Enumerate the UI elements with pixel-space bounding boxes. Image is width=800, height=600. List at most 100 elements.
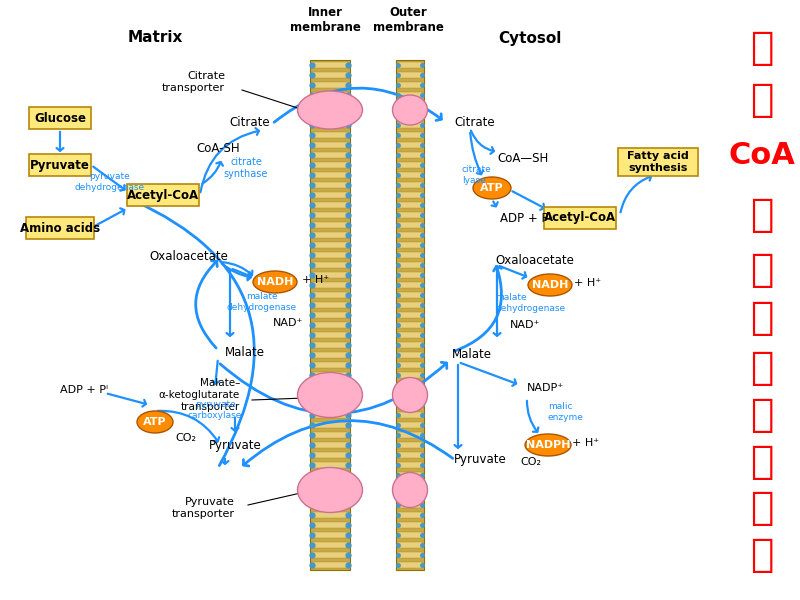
FancyBboxPatch shape	[310, 60, 350, 570]
FancyBboxPatch shape	[398, 82, 422, 88]
Text: NADH: NADH	[532, 280, 568, 290]
FancyBboxPatch shape	[398, 442, 422, 448]
FancyBboxPatch shape	[398, 192, 422, 198]
FancyBboxPatch shape	[398, 282, 422, 288]
FancyBboxPatch shape	[312, 462, 348, 468]
Text: + H⁺: + H⁺	[574, 278, 601, 288]
Text: 羧: 羧	[750, 299, 774, 337]
FancyBboxPatch shape	[398, 352, 422, 358]
FancyBboxPatch shape	[398, 532, 422, 538]
Text: malate
dehydrogenase: malate dehydrogenase	[495, 293, 565, 313]
Ellipse shape	[298, 467, 362, 512]
FancyBboxPatch shape	[312, 432, 348, 438]
Text: Pyruvate
transporter: Pyruvate transporter	[172, 497, 235, 519]
Text: NAD⁺: NAD⁺	[273, 318, 303, 328]
FancyBboxPatch shape	[398, 242, 422, 248]
Text: NADP⁺: NADP⁺	[527, 383, 564, 393]
FancyBboxPatch shape	[312, 382, 348, 388]
FancyBboxPatch shape	[312, 412, 348, 418]
Text: Inner
membrane: Inner membrane	[290, 6, 361, 34]
FancyBboxPatch shape	[312, 452, 348, 458]
FancyBboxPatch shape	[312, 242, 348, 248]
FancyBboxPatch shape	[398, 132, 422, 138]
FancyBboxPatch shape	[398, 362, 422, 368]
FancyBboxPatch shape	[398, 392, 422, 398]
Text: Citrate
transporter: Citrate transporter	[162, 71, 225, 93]
FancyBboxPatch shape	[398, 142, 422, 148]
Text: Acetyl-CoA: Acetyl-CoA	[544, 211, 616, 224]
FancyBboxPatch shape	[398, 292, 422, 298]
FancyBboxPatch shape	[398, 492, 422, 498]
Text: + H⁺: + H⁺	[572, 438, 599, 448]
Text: 的: 的	[750, 196, 774, 234]
FancyBboxPatch shape	[312, 552, 348, 558]
Text: 体: 体	[750, 489, 774, 527]
Text: 运: 运	[750, 443, 774, 481]
FancyBboxPatch shape	[398, 212, 422, 218]
FancyBboxPatch shape	[312, 352, 348, 358]
Text: Malate: Malate	[452, 349, 492, 361]
FancyBboxPatch shape	[312, 232, 348, 238]
Text: 系: 系	[750, 536, 774, 574]
Text: CO₂: CO₂	[520, 457, 541, 467]
FancyBboxPatch shape	[312, 312, 348, 318]
Text: ATP: ATP	[143, 417, 167, 427]
FancyBboxPatch shape	[312, 362, 348, 368]
FancyBboxPatch shape	[312, 272, 348, 278]
Text: Amino acids: Amino acids	[20, 221, 100, 235]
FancyBboxPatch shape	[312, 282, 348, 288]
FancyBboxPatch shape	[398, 272, 422, 278]
FancyBboxPatch shape	[312, 172, 348, 178]
FancyBboxPatch shape	[398, 262, 422, 268]
FancyBboxPatch shape	[398, 202, 422, 208]
Text: 三: 三	[750, 251, 774, 289]
Text: citrate
lyase: citrate lyase	[462, 165, 492, 185]
FancyBboxPatch shape	[312, 492, 348, 498]
Text: malate
dehydrogenase: malate dehydrogenase	[227, 292, 297, 312]
FancyBboxPatch shape	[312, 262, 348, 268]
FancyBboxPatch shape	[312, 302, 348, 308]
FancyBboxPatch shape	[312, 192, 348, 198]
FancyBboxPatch shape	[312, 252, 348, 258]
FancyBboxPatch shape	[312, 92, 348, 98]
FancyBboxPatch shape	[398, 432, 422, 438]
Text: Pyruvate: Pyruvate	[454, 454, 506, 467]
FancyBboxPatch shape	[398, 92, 422, 98]
FancyBboxPatch shape	[312, 322, 348, 328]
FancyBboxPatch shape	[398, 152, 422, 158]
Text: pyruvate
dehydrogenase: pyruvate dehydrogenase	[75, 172, 145, 191]
FancyBboxPatch shape	[312, 522, 348, 528]
FancyBboxPatch shape	[312, 62, 348, 68]
FancyBboxPatch shape	[398, 452, 422, 458]
FancyBboxPatch shape	[398, 162, 422, 168]
FancyBboxPatch shape	[398, 112, 422, 118]
Text: CoA-SH: CoA-SH	[196, 142, 240, 154]
FancyBboxPatch shape	[312, 532, 348, 538]
FancyBboxPatch shape	[398, 172, 422, 178]
Text: ATP: ATP	[480, 183, 504, 193]
FancyBboxPatch shape	[398, 472, 422, 478]
Ellipse shape	[393, 473, 427, 508]
FancyBboxPatch shape	[312, 402, 348, 408]
FancyBboxPatch shape	[544, 207, 616, 229]
Ellipse shape	[473, 177, 511, 199]
Ellipse shape	[393, 95, 427, 125]
FancyBboxPatch shape	[396, 60, 424, 570]
FancyBboxPatch shape	[312, 202, 348, 208]
Text: Pyruvate: Pyruvate	[209, 439, 262, 451]
FancyBboxPatch shape	[312, 122, 348, 128]
Text: Malate: Malate	[225, 346, 265, 358]
Text: Matrix: Matrix	[127, 31, 182, 46]
FancyBboxPatch shape	[312, 562, 348, 568]
Ellipse shape	[253, 271, 297, 293]
FancyBboxPatch shape	[312, 132, 348, 138]
Text: pyruvate
carboxylase: pyruvate carboxylase	[188, 400, 242, 420]
FancyBboxPatch shape	[398, 552, 422, 558]
FancyBboxPatch shape	[312, 182, 348, 188]
Text: Acetyl-CoA: Acetyl-CoA	[127, 188, 199, 202]
Ellipse shape	[137, 411, 173, 433]
FancyBboxPatch shape	[398, 122, 422, 128]
Ellipse shape	[298, 373, 362, 418]
Text: Glucose: Glucose	[34, 112, 86, 124]
FancyBboxPatch shape	[29, 107, 91, 129]
